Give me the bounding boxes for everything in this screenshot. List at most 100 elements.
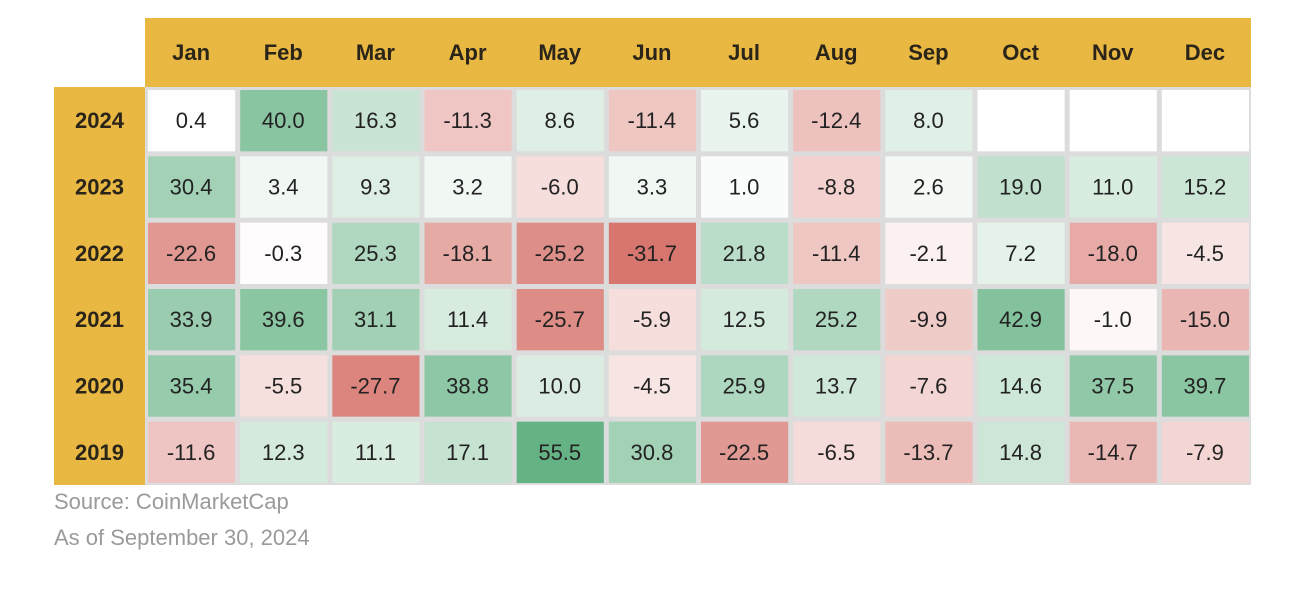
cell-value-2022-mar: 25.3 — [354, 241, 397, 266]
heatmap-cell-2020-may — [516, 355, 604, 417]
heatmap-cell-2021-jul — [701, 289, 789, 351]
heatmap-cell-2021-dec — [1161, 289, 1249, 351]
heatmap-cell-2019-nov — [1069, 421, 1157, 483]
heatmap-cell-2023-jan — [148, 156, 236, 218]
heatmap-cell-2022-apr — [424, 222, 512, 284]
cell-value-2019-apr: 17.1 — [446, 440, 489, 465]
cell-value-2022-sep: -2.1 — [909, 241, 947, 266]
cell-value-2022-jul: 21.8 — [723, 241, 766, 266]
heatmap-cell-2022-oct — [977, 222, 1065, 284]
heatmap-cell-2019-oct — [977, 421, 1065, 483]
cell-value-2021-jun: -5.9 — [633, 307, 671, 332]
heatmap-cell-2019-jul — [701, 421, 789, 483]
heatmap-cell-2023-mar — [332, 156, 420, 218]
heatmap-cell-2020-sep — [885, 355, 973, 417]
heatmap-cell-2020-apr — [424, 355, 512, 417]
year-label-2023: 2023 — [75, 175, 124, 200]
cell-value-2021-oct: 42.9 — [999, 307, 1042, 332]
year-labels: 2024 2023 2022 2021 2020 2019 — [75, 108, 125, 465]
heatmap-cell-2024-may — [516, 90, 604, 152]
cell-value-2023-jun: 3.3 — [637, 175, 668, 200]
heatmap-cell-2021-feb — [240, 289, 328, 351]
cell-value-2022-dec: -4.5 — [1186, 241, 1224, 266]
cell-value-2020-sep: -7.6 — [909, 374, 947, 399]
cell-value-2019-oct: 14.8 — [999, 440, 1042, 465]
month-label-may: May — [538, 40, 582, 65]
heatmap-cell-2020-nov — [1069, 355, 1157, 417]
heatmap-cell-2021-jan — [148, 289, 236, 351]
heatmap-cell-2020-aug — [793, 355, 881, 417]
cell-value-2023-jul: 1.0 — [729, 175, 760, 200]
cell-value-2021-may: -25.7 — [535, 307, 585, 332]
cell-value-2019-feb: 12.3 — [262, 440, 305, 465]
heatmap-cell-2023-nov — [1069, 156, 1157, 218]
month-label-jul: Jul — [728, 40, 760, 65]
cell-value-2022-jan: -22.6 — [166, 241, 216, 266]
heatmap-cell-2024-aug — [793, 90, 881, 152]
heatmap-cell-2022-nov — [1069, 222, 1157, 284]
heatmap-cell-2024-feb — [240, 90, 328, 152]
cell-value-2020-feb: -5.5 — [264, 374, 302, 399]
heatmap-cell-2021-nov — [1069, 289, 1157, 351]
heatmap-cell-2021-may — [516, 289, 604, 351]
heatmap-cell-2020-oct — [977, 355, 1065, 417]
cell-value-2022-apr: -18.1 — [443, 241, 493, 266]
month-label-apr: Apr — [449, 40, 487, 65]
cell-value-2024-sep: 8.0 — [913, 108, 944, 133]
cell-value-2019-dec: -7.9 — [1186, 440, 1224, 465]
heatmap-cell-2022-feb — [240, 222, 328, 284]
month-header-band — [145, 18, 1251, 87]
heatmap-cell-2024-mar — [332, 90, 420, 152]
heatmap-cells: 0.4 40.0 16.3 -11.3 8.6 -11.4 5.6 -12.4 8.0 30.4 3… — [148, 90, 1249, 483]
cell-value-2021-aug: 25.2 — [815, 307, 858, 332]
cell-value-2024-mar: 16.3 — [354, 108, 397, 133]
heatmap-cell-2023-feb — [240, 156, 328, 218]
cell-value-2024-feb: 40.0 — [262, 108, 305, 133]
heatmap-cell-2019-mar — [332, 421, 420, 483]
as-of-date-note: As of September 30, 2024 — [54, 525, 310, 550]
cell-value-2020-aug: 13.7 — [815, 374, 858, 399]
month-label-oct: Oct — [1002, 40, 1039, 65]
cell-value-2024-jul: 5.6 — [729, 108, 760, 133]
cell-value-2023-oct: 19.0 — [999, 175, 1042, 200]
heatmap-cell-2023-jul — [701, 156, 789, 218]
cell-value-2024-jun: -11.4 — [628, 108, 677, 133]
heatmap-cell-2021-oct — [977, 289, 1065, 351]
cell-value-2020-oct: 14.6 — [999, 374, 1042, 399]
cell-value-2023-feb: 3.4 — [268, 175, 299, 200]
month-labels: Jan Feb Mar Apr May Jun Jul Aug Sep Oct Nov Dec — [172, 40, 1225, 65]
heatmap-cell-2019-dec — [1161, 421, 1249, 483]
heatmap-cell-2021-sep — [885, 289, 973, 351]
heatmap-cell-2020-dec — [1161, 355, 1249, 417]
cell-value-2021-jul: 12.5 — [723, 307, 766, 332]
year-column-band — [54, 87, 145, 485]
heatmap-cell-2022-jan — [148, 222, 236, 284]
cell-value-2021-feb: 39.6 — [262, 307, 305, 332]
heatmap-cell-2024-jun — [608, 90, 696, 152]
cell-value-2022-oct: 7.2 — [1005, 241, 1036, 266]
cell-value-2020-mar: -27.7 — [350, 374, 400, 399]
month-label-nov: Nov — [1092, 40, 1134, 65]
year-label-2022: 2022 — [75, 241, 124, 266]
cell-value-2024-apr: -11.3 — [443, 108, 492, 133]
heatmap-cell-2019-apr — [424, 421, 512, 483]
cell-value-2020-apr: 38.8 — [446, 374, 489, 399]
heatmap-cell-2019-may — [516, 421, 604, 483]
month-label-aug: Aug — [815, 40, 858, 65]
month-label-jun: Jun — [632, 40, 671, 65]
cell-value-2021-sep: -9.9 — [909, 307, 947, 332]
cell-value-2023-nov: 11.0 — [1092, 175, 1133, 200]
cell-value-2024-may: 8.6 — [544, 108, 575, 133]
cell-value-2020-jan: 35.4 — [170, 374, 213, 399]
cell-value-2023-jan: 30.4 — [170, 175, 213, 200]
grid-background — [145, 87, 1251, 485]
month-label-feb: Feb — [264, 40, 303, 65]
heatmap-cell-2019-feb — [240, 421, 328, 483]
cell-value-2022-nov: -18.0 — [1088, 241, 1138, 266]
heatmap-cell-2022-jul — [701, 222, 789, 284]
cell-value-2019-nov: -14.7 — [1088, 440, 1138, 465]
cell-value-2022-aug: -11.4 — [812, 241, 861, 266]
heatmap-cell-2021-apr — [424, 289, 512, 351]
heatmap-cell-2022-jun — [608, 222, 696, 284]
cell-value-2021-dec: -15.0 — [1180, 307, 1230, 332]
